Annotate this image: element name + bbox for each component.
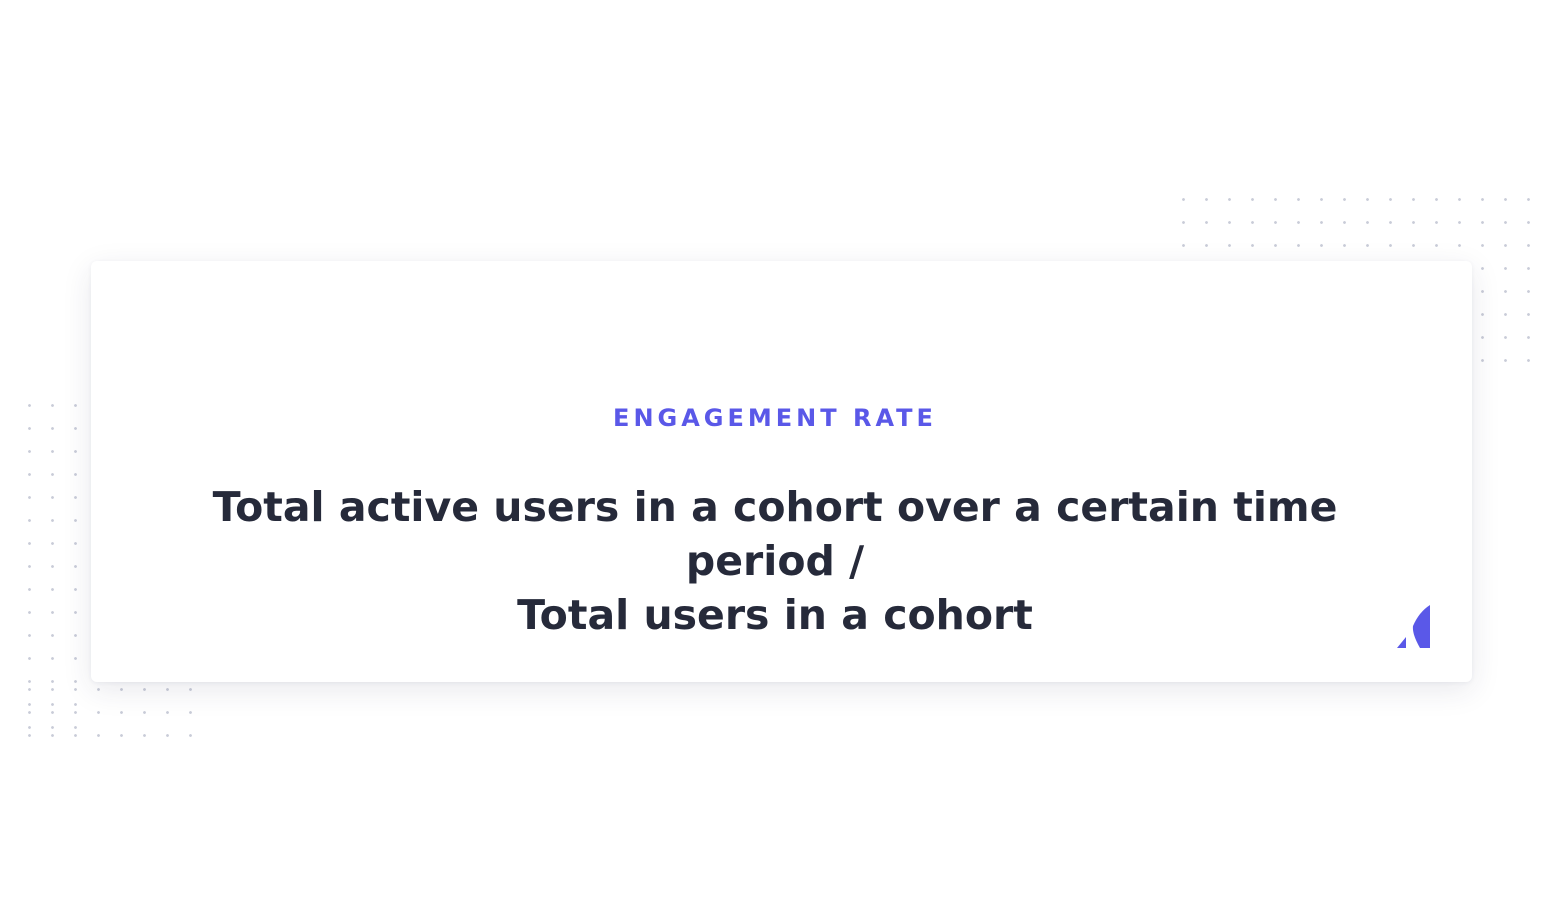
metric-card xyxy=(91,261,1472,682)
logo-large-shape xyxy=(1412,605,1430,648)
metric-title: ENGAGEMENT RATE xyxy=(613,404,937,432)
formula-line-2: Total users in a cohort xyxy=(517,591,1033,639)
decorative-dot-grid-right xyxy=(1471,257,1544,366)
decorative-dot-grid-bottom-left xyxy=(18,678,207,746)
decorative-dot-grid-top-right xyxy=(1172,188,1544,257)
logo-small-triangle xyxy=(1397,637,1406,648)
metric-formula: Total active users in a cohort over a ce… xyxy=(140,480,1410,642)
brand-logo-icon xyxy=(1397,605,1430,648)
formula-line-1: Total active users in a cohort over a ce… xyxy=(212,483,1338,585)
